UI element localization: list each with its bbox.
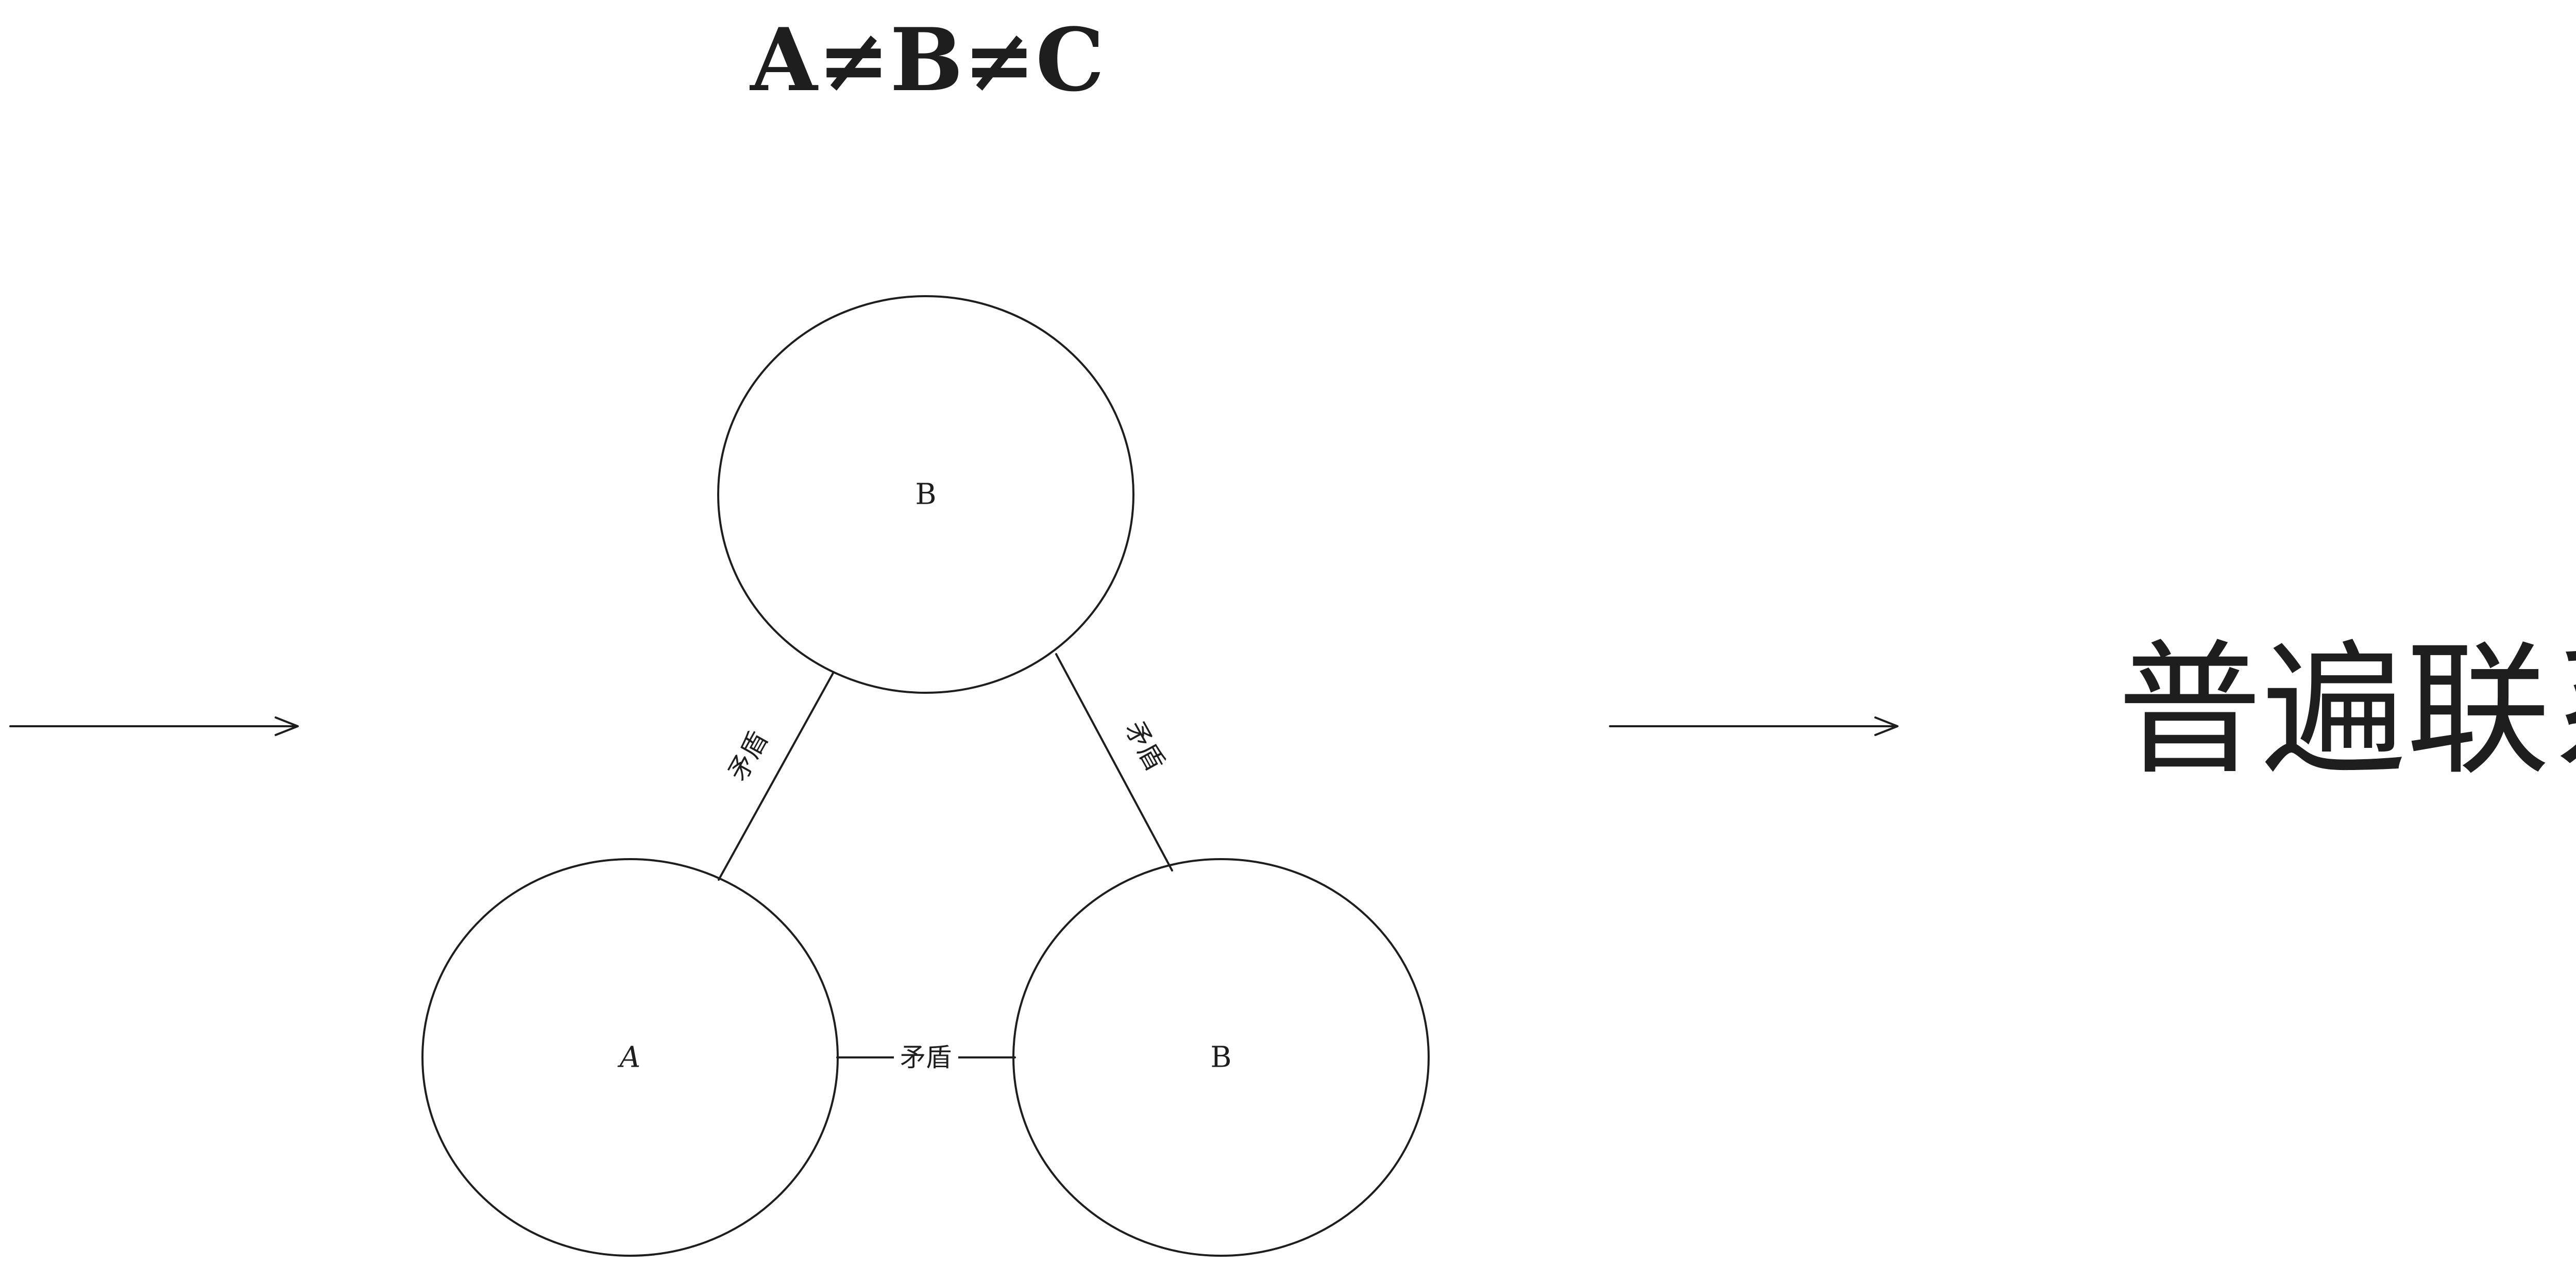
edge-left-to-right: 矛盾 [836,1039,1016,1075]
node-bottom-left: A [421,858,839,1257]
edge-label-background [718,721,778,792]
edge-top-to-right: 矛盾 [1055,653,1175,871]
left-arrow-head [275,716,299,736]
node-bottom-right: B [1012,858,1430,1257]
left-arrow [9,716,299,736]
edge-label-background [1114,710,1175,781]
edge-label-background [894,1039,958,1075]
node-label: A [617,1041,640,1074]
diagram-title: A≠B≠C [749,9,1105,111]
result-text: 普遍联系 [2117,627,2576,795]
node-circle [421,858,839,1257]
edge-top-to-left: 矛盾 [718,671,835,881]
node-circle [717,295,1134,694]
edge-line [1055,653,1173,871]
edge-line [718,671,835,881]
node-circle [1012,858,1430,1257]
node-label: B [1210,1041,1231,1074]
right-arrow [1609,716,1899,736]
edge-label: 矛盾 [900,1042,952,1072]
node-top: B [717,295,1134,694]
node-label: B [915,478,936,511]
right-arrow-head [1874,716,1899,736]
